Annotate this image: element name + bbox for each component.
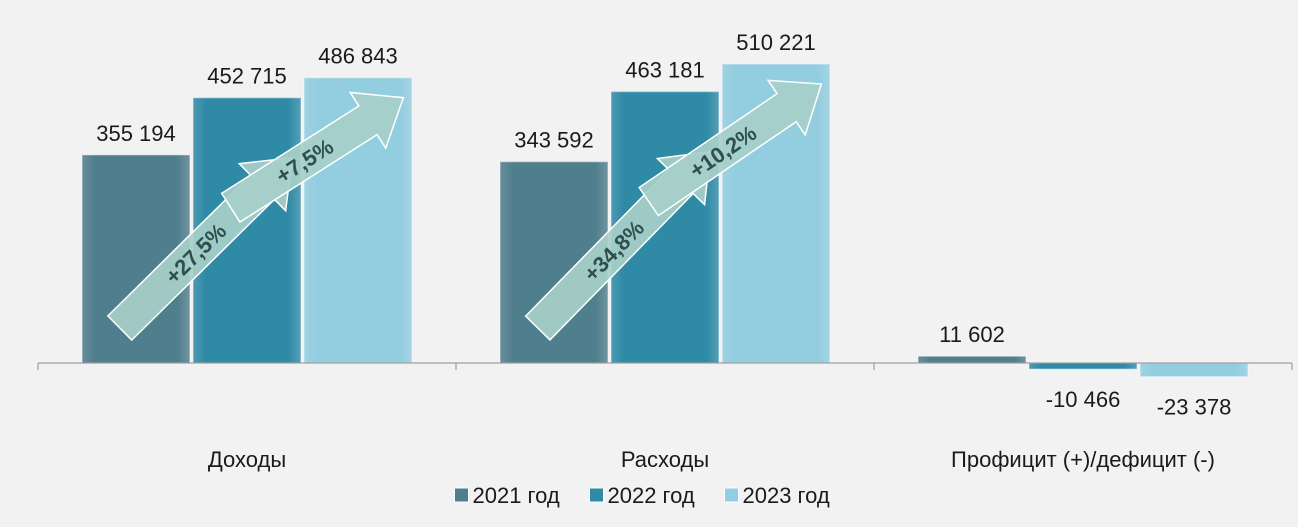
value-label: 11 602	[939, 322, 1005, 347]
legend-item-2021-год: 2021 год	[454, 483, 560, 508]
category-labels-layer: Доходы Расходы Профицит (+)/дефицит (-)	[208, 447, 1215, 472]
bar-профицит-дефицит-2021-год	[917, 355, 1027, 364]
legend-swatch	[454, 487, 469, 503]
legend-label: 2022 год	[608, 483, 695, 508]
category-label-1: Расходы	[621, 447, 709, 472]
legend-swatch	[589, 487, 604, 503]
bar-профицит-дефицит-2023-год	[1139, 362, 1249, 378]
legend: 2021 год 2022 год 2023 год	[454, 483, 830, 508]
value-label: 343 592	[514, 128, 594, 153]
x-axis	[37, 362, 1293, 370]
arrows-layer: +27,5%+7,5%+34,8%+10,2%	[106, 79, 823, 342]
value-label: 355 194	[96, 121, 176, 146]
value-label: 510 221	[736, 30, 816, 55]
value-labels-layer: 355 194 343 592 11 602 452 715 463 181 -10 46…	[96, 30, 1231, 420]
arrow-shape	[638, 79, 823, 217]
category-label-2: Профицит (+)/дефицит (-)	[951, 447, 1215, 472]
legend-item-2023-год: 2023 год	[724, 483, 830, 508]
value-label: -10 466	[1046, 387, 1121, 412]
value-label: -23 378	[1157, 395, 1232, 420]
legend-swatch	[724, 487, 739, 503]
legend-label: 2021 год	[473, 483, 560, 508]
arrow-shape	[220, 91, 405, 224]
legend-item-2022-год: 2022 год	[589, 483, 695, 508]
value-label: 463 181	[625, 58, 705, 83]
value-label: 452 715	[207, 64, 287, 89]
legend-label: 2023 год	[743, 483, 830, 508]
bar-профицит-дефицит-2022-год	[1028, 362, 1138, 370]
bar-доходы-2022-год	[192, 96, 302, 364]
category-label-0: Доходы	[208, 447, 286, 472]
value-label: 486 843	[318, 44, 398, 69]
